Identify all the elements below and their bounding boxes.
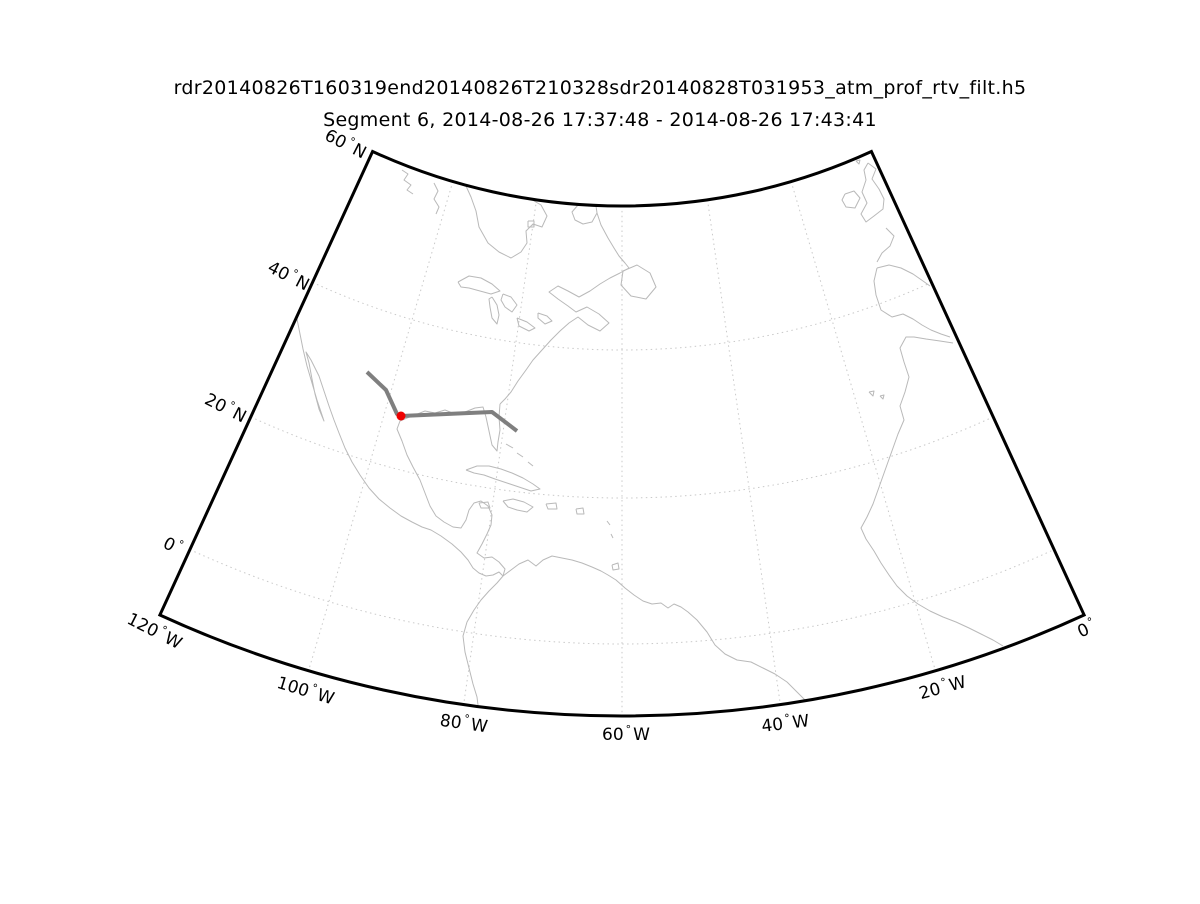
coastline — [502, 555, 807, 702]
coastline — [500, 293, 518, 313]
coastline — [860, 162, 885, 223]
ground-track — [365, 370, 519, 433]
coastline — [611, 562, 620, 571]
coastline — [401, 169, 414, 195]
graticule-meridian — [463, 199, 538, 705]
coastline — [606, 520, 611, 526]
coastline — [527, 461, 534, 467]
coastline — [876, 227, 895, 263]
graticule-parallel — [250, 416, 994, 499]
coastline — [620, 264, 657, 300]
observation-marker — [396, 411, 406, 421]
coastline — [873, 267, 951, 338]
coastline — [860, 336, 1004, 647]
graticule-label: 120°W — [124, 608, 187, 654]
graticule-label: 60 ° W — [602, 723, 650, 745]
coastline — [879, 394, 885, 400]
graticule-label: 20°W — [916, 670, 968, 704]
coastline — [527, 220, 535, 228]
graticule-label: 60°N — [321, 124, 370, 164]
coastline — [457, 275, 501, 295]
graticule-label: 80°W — [439, 709, 490, 737]
graticule-meridian — [308, 181, 454, 671]
coastline — [465, 185, 548, 259]
coastline — [505, 443, 514, 449]
coastline — [296, 318, 504, 706]
coastline — [488, 296, 500, 325]
plot-title-segment: Segment 6, 2014-08-26 17:37:48 - 2014-08… — [323, 109, 877, 131]
coastline — [575, 507, 585, 515]
coastline — [537, 312, 553, 325]
coastline — [478, 501, 491, 509]
coastline — [396, 403, 506, 577]
coastline — [516, 452, 524, 458]
graticule-meridian — [706, 199, 781, 705]
coastline — [868, 390, 875, 397]
coastline — [502, 498, 534, 513]
coastline — [571, 204, 598, 225]
coastline — [499, 212, 630, 405]
coastline — [841, 190, 861, 209]
graticule-label: 20°N — [201, 388, 250, 428]
coastline — [876, 264, 931, 287]
graticule-label: 40°W — [760, 709, 810, 737]
coastline — [516, 317, 536, 332]
coastline — [545, 502, 558, 510]
graticule-parallel — [189, 549, 1055, 645]
coastline — [855, 159, 861, 165]
coastline — [610, 533, 614, 539]
graticule-label: 0° — [160, 532, 186, 560]
coastline — [465, 465, 541, 492]
coastline — [433, 182, 440, 215]
plot-title-filename: rdr20140826T160319end20140826T210328sdr2… — [173, 77, 1027, 99]
map-frame — [157, 149, 1087, 718]
graticule-label: 40°N — [264, 256, 313, 296]
graticule-meridian — [790, 181, 936, 671]
graticule-parallel — [312, 281, 932, 351]
